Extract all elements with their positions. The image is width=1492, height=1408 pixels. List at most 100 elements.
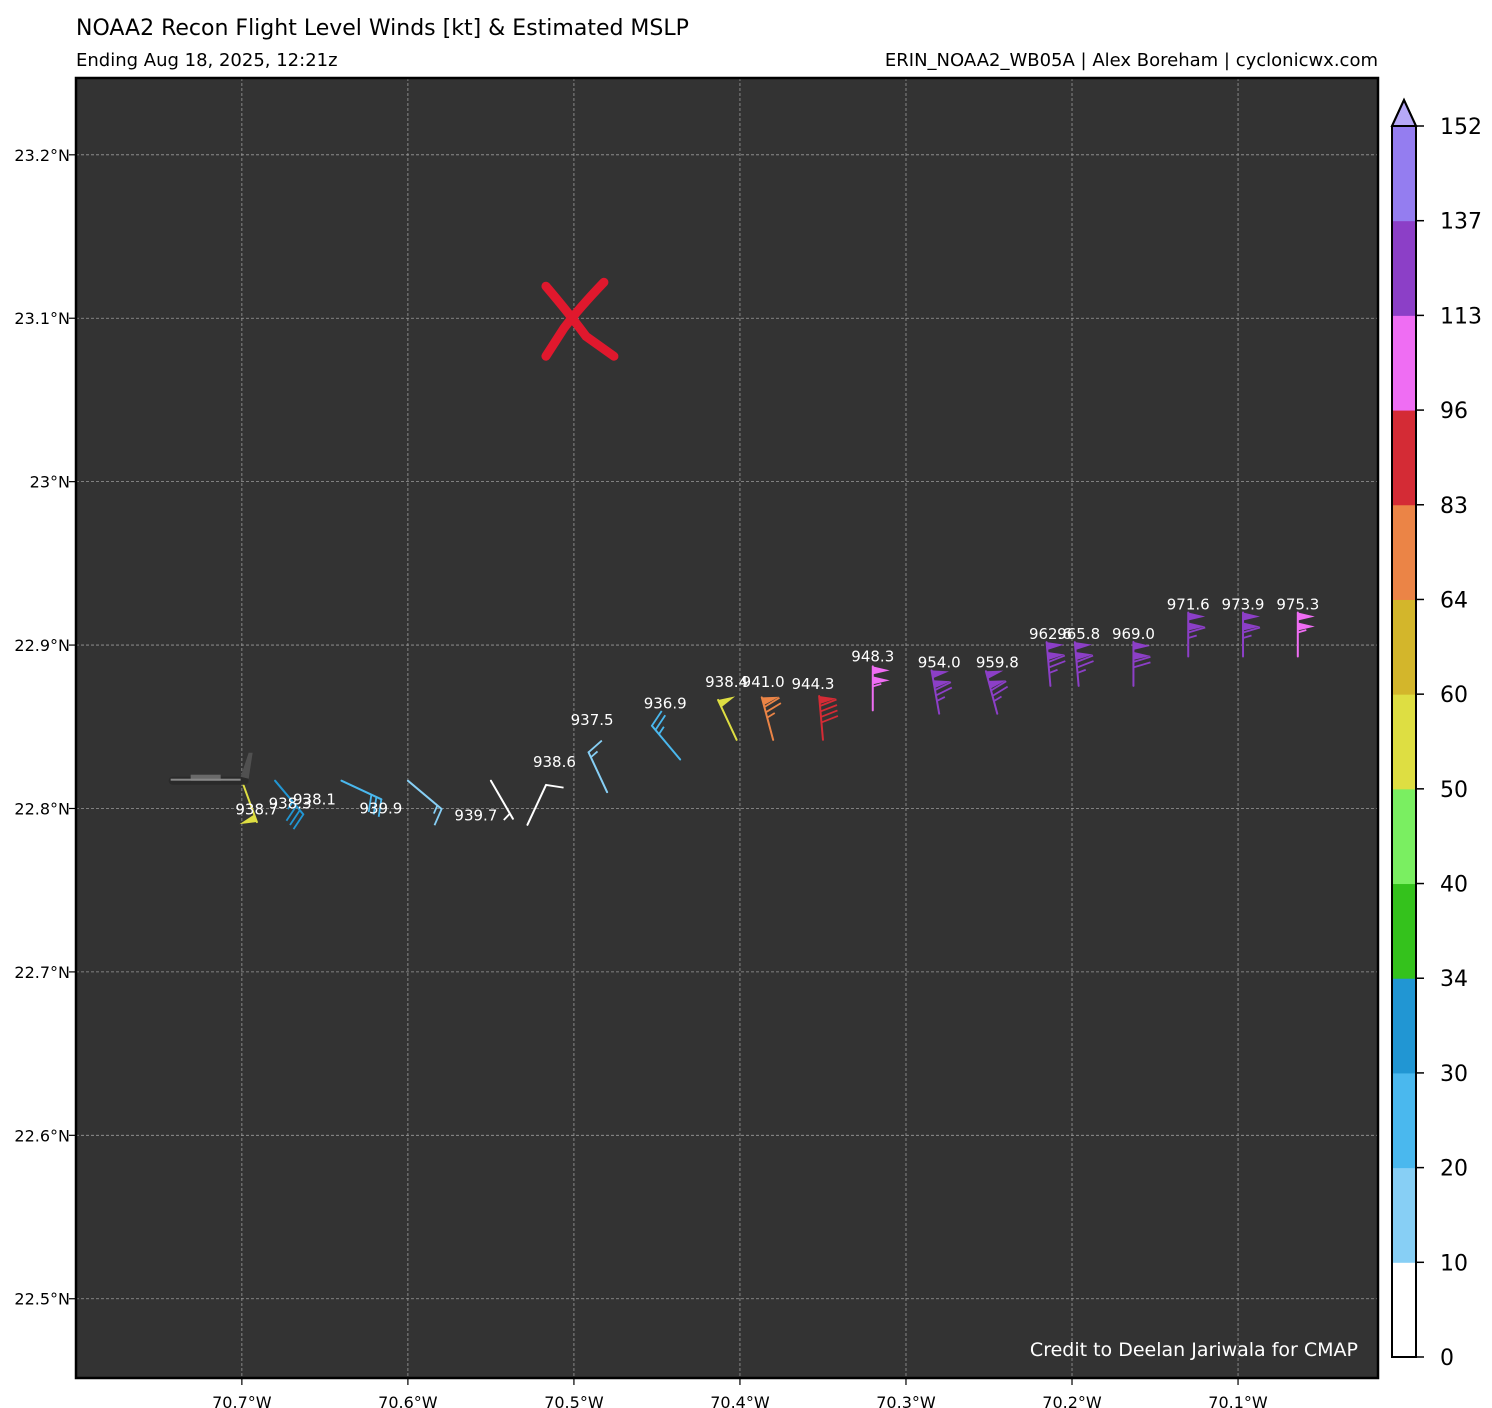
y-tick-label: 22.7°N <box>14 963 70 982</box>
barb-pennant <box>239 814 257 825</box>
x-stroke-2 <box>541 277 609 361</box>
barb-full-flag <box>372 796 378 815</box>
wind-barb <box>340 779 383 817</box>
barb-pennant <box>1074 642 1093 651</box>
colorbar-segment <box>1392 1262 1416 1358</box>
wind-barb <box>239 779 258 825</box>
mslp-label: 938.7 <box>235 801 278 819</box>
barb-full-flag <box>765 702 782 714</box>
barb-full-flag <box>992 685 1009 697</box>
mslp-label: 939.9 <box>359 800 402 818</box>
wind-barb <box>1073 641 1094 687</box>
aircraft-highlight <box>170 778 241 781</box>
mslp-label: 965.8 <box>1057 625 1100 643</box>
wind-barb <box>818 695 839 741</box>
wind-barb <box>587 739 609 794</box>
colorbar-segment <box>1392 504 1416 600</box>
mslp-label: 971.6 <box>1167 596 1210 614</box>
barb-pennant <box>988 680 1006 689</box>
x-tick-label: 70.1°W <box>1208 1393 1268 1408</box>
barb-pennant <box>1188 622 1206 631</box>
barb-pennant <box>1047 652 1065 661</box>
y-tick-label: 23.2°N <box>14 146 70 165</box>
mslp-label: 938.1 <box>293 791 336 809</box>
barb-pennant <box>718 696 736 708</box>
colorbar-tick-label: 113 <box>1440 304 1482 329</box>
colorbar-tick-label: 137 <box>1440 210 1482 235</box>
barb-full-flag <box>821 715 839 724</box>
wind-barb <box>650 710 682 761</box>
colorbar-segment <box>1392 694 1416 790</box>
barb-staff <box>587 751 609 794</box>
wind-barb <box>1045 641 1066 687</box>
y-tick-label: 23.1°N <box>14 309 70 328</box>
barb-pennant <box>1133 651 1151 660</box>
colorbar-tick-label: 34 <box>1440 967 1468 992</box>
colorbar-extend-arrow <box>1390 97 1418 127</box>
mslp-label: 938.6 <box>533 753 576 771</box>
colorbar-tick-label: 152 <box>1440 115 1482 140</box>
barb-staff <box>818 695 824 741</box>
y-tick-label: 23°N <box>30 473 70 492</box>
barb-pennant <box>761 696 780 706</box>
colorbar-segment <box>1392 788 1416 885</box>
mslp-label: 962.6 <box>1029 625 1072 643</box>
mslp-label: 948.3 <box>851 647 894 665</box>
wind-barb <box>717 696 738 741</box>
barb-pennant <box>1075 652 1093 661</box>
wind-barb <box>406 779 443 826</box>
barb-full-flag <box>1048 660 1066 669</box>
barb-full-flag <box>934 681 952 691</box>
x-tick-label: 70.5°W <box>544 1393 604 1408</box>
barb-pennant <box>1243 612 1261 621</box>
x-tick-label: 70.6°W <box>378 1393 438 1408</box>
barb-half-flag <box>658 726 665 735</box>
colorbar-tick-label: 60 <box>1440 683 1468 708</box>
barb-pennant <box>933 680 951 689</box>
mslp-label: 937.5 <box>571 711 614 729</box>
wind-barb <box>1132 640 1151 687</box>
wind-barb <box>760 696 782 741</box>
barb-full-flag <box>292 813 305 830</box>
colorbar-segment <box>1392 126 1416 222</box>
mslp-label: 959.8 <box>976 654 1019 672</box>
map-frame <box>74 76 1380 1380</box>
y-tick-label: 22.8°N <box>14 799 70 818</box>
colorbar-segment <box>1392 410 1416 506</box>
barb-staff <box>406 779 443 810</box>
colorbar-tick-label: 83 <box>1440 494 1468 519</box>
barb-half-flag <box>1048 668 1058 674</box>
x-tick-label: 70.7°W <box>212 1393 272 1408</box>
colorbar-tick-label: 96 <box>1440 399 1468 424</box>
colorbar-segment <box>1392 1167 1416 1263</box>
barb-pennant <box>1133 641 1151 650</box>
y-tick-label: 22.5°N <box>14 1290 70 1309</box>
barb-half-flag <box>433 805 439 814</box>
mslp-label: 938.3 <box>269 795 312 813</box>
mslp-label: 936.9 <box>644 694 687 712</box>
aircraft-wing <box>190 774 221 781</box>
wind-barb <box>984 670 1009 715</box>
chart-subtitle-source: ERIN_NOAA2_WB05A | Alex Boreham | cyclon… <box>884 50 1378 71</box>
wind-barb <box>1187 611 1206 658</box>
barb-full-flag <box>1187 626 1206 634</box>
barb-pennant <box>1243 622 1261 631</box>
barb-pennant <box>1297 612 1315 621</box>
barb-half-flag <box>1297 629 1307 634</box>
x-tick-label: 70.4°W <box>710 1393 770 1408</box>
barb-pennant <box>1297 622 1315 631</box>
colorbar-segment <box>1392 220 1416 316</box>
barb-half-flag <box>287 801 294 810</box>
colorbar-outline <box>1391 97 1417 1358</box>
barb-pennant <box>872 676 890 685</box>
storm-center-x-marker <box>541 277 619 361</box>
colorbar-segment <box>1392 978 1416 1074</box>
x-tick-label: 70.2°W <box>1042 1393 1102 1408</box>
mslp-label: 975.3 <box>1276 596 1319 614</box>
barb-full-flag <box>1133 656 1151 663</box>
colorbar-tick-label: 30 <box>1440 1062 1468 1087</box>
barb-full-flag <box>285 805 298 822</box>
barb-full-flag <box>289 809 301 826</box>
barb-full-flag <box>1242 626 1261 634</box>
